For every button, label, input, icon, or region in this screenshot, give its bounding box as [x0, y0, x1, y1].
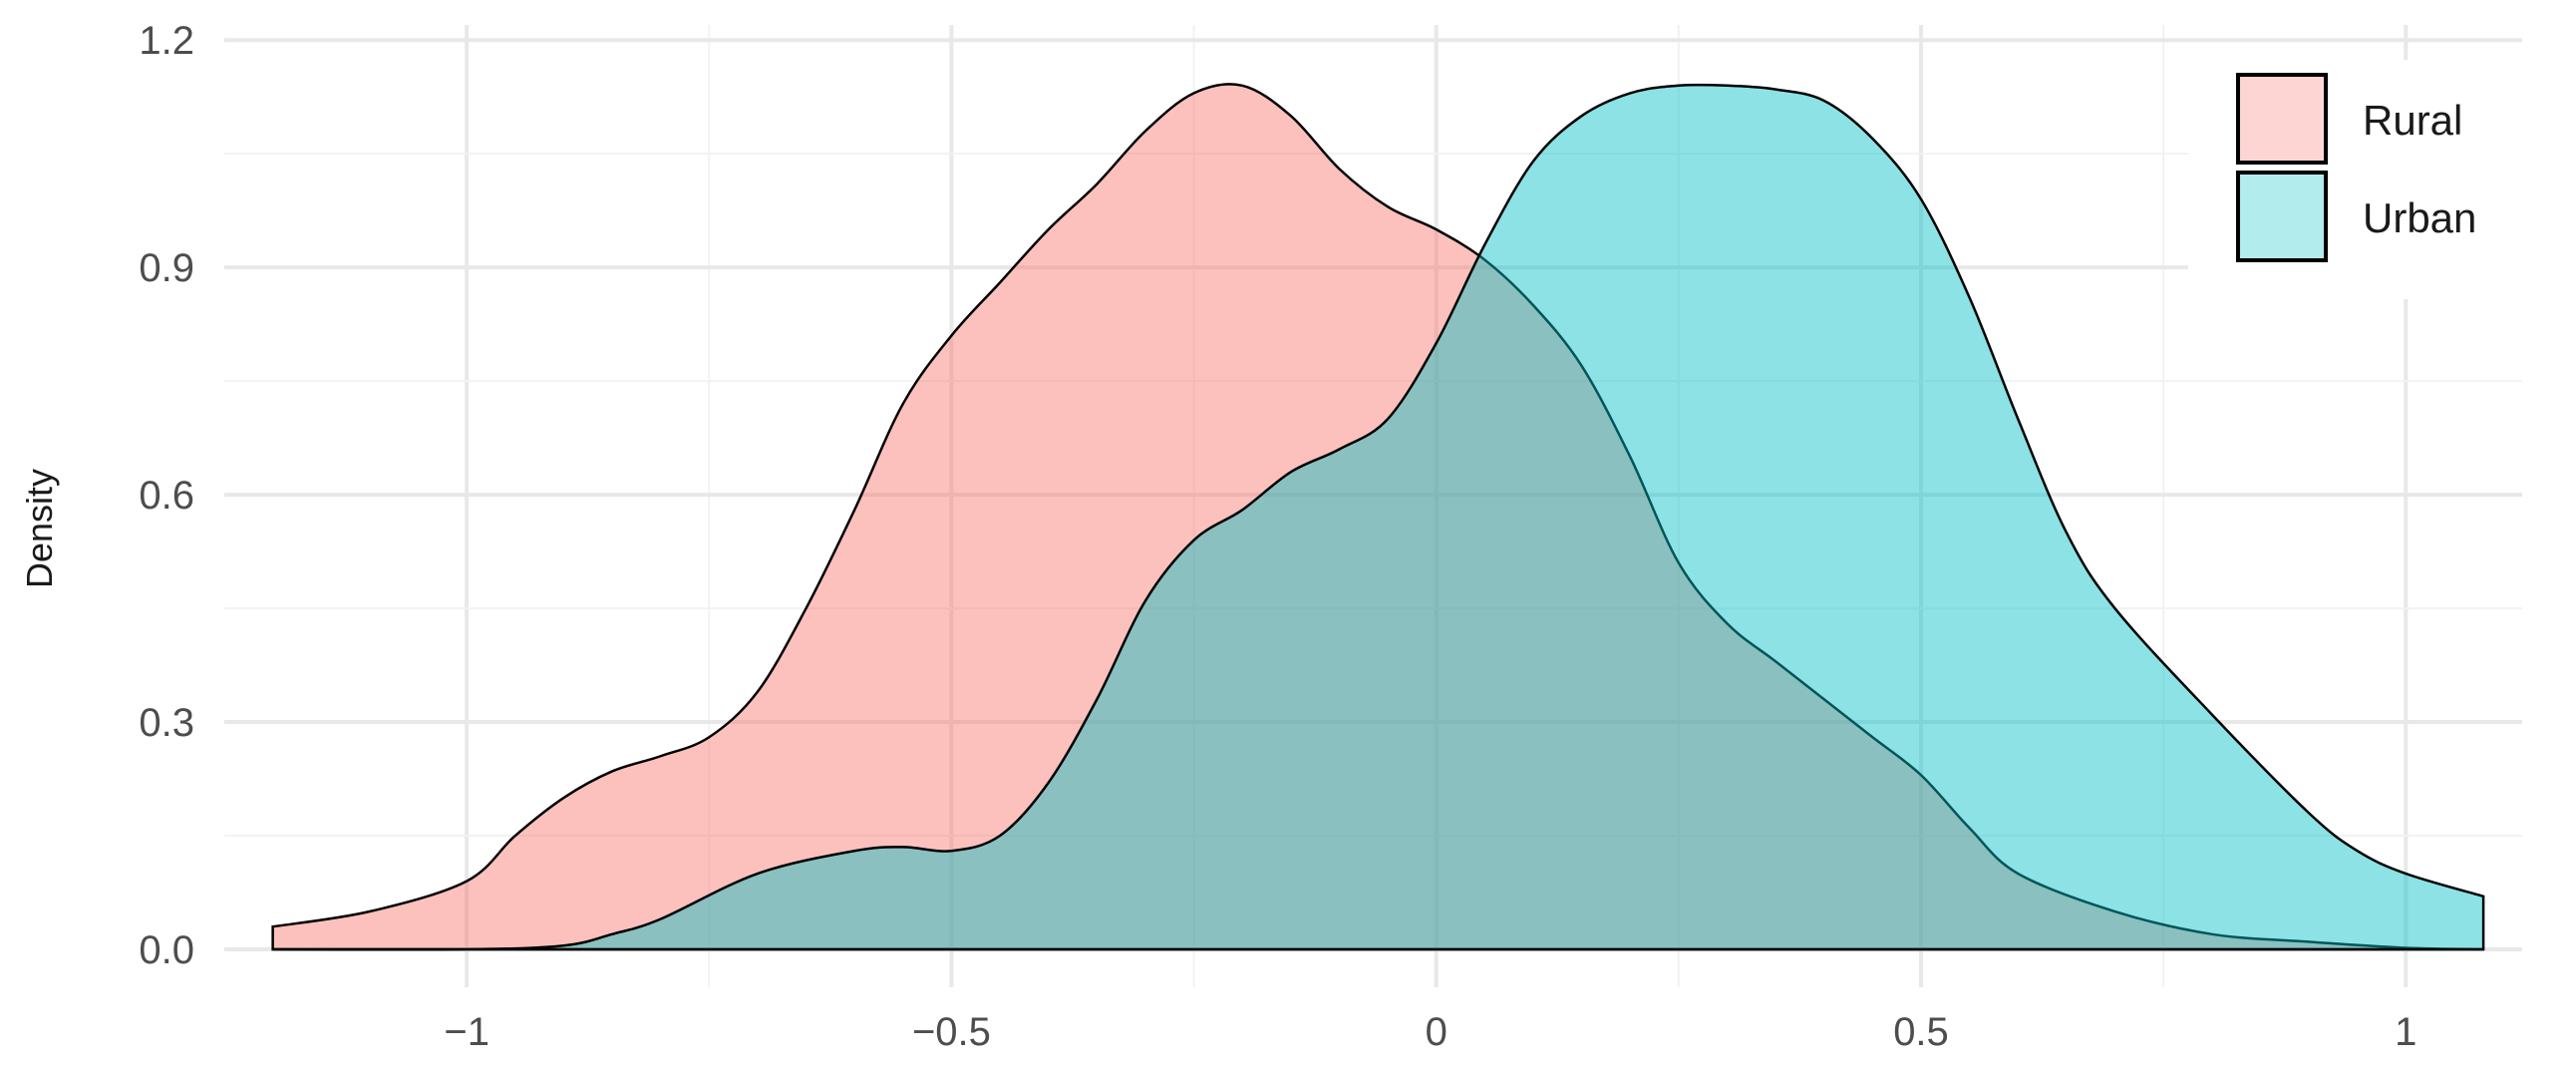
legend-key-rural [2236, 73, 2328, 165]
legend: Rural Urban [2188, 60, 2527, 299]
x-tick-label: −0.5 [912, 1010, 991, 1054]
y-tick-label: 0.0 [139, 928, 194, 972]
y-tick-label: 0.3 [139, 701, 194, 745]
legend-label-urban: Urban [2363, 194, 2476, 241]
x-tick-label: −1 [444, 1010, 489, 1054]
y-tick-label: 1.2 [139, 19, 194, 63]
x-tick-label: 0 [1426, 1010, 1448, 1054]
y-axis-title: Density [19, 469, 60, 588]
x-tick-label: 0.5 [1893, 1010, 1949, 1054]
legend-key-urban [2236, 171, 2328, 262]
density-area-urban [272, 83, 2485, 951]
tick-labels: −1 −0.5 0 0.5 1 0.0 0.3 0.6 0.9 1.2 [139, 19, 2416, 1054]
density-area-rural [271, 83, 2484, 951]
y-tick-label: 0.6 [139, 474, 194, 518]
density-areas [271, 83, 2485, 951]
y-tick-label: 0.9 [139, 246, 194, 290]
legend-label-rural: Rural [2363, 97, 2462, 144]
x-tick-label: 1 [2395, 1010, 2416, 1054]
